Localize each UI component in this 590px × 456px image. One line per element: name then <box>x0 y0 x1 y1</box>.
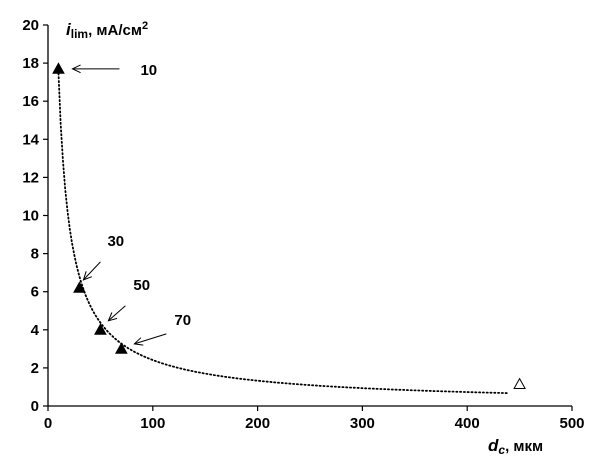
y-tick-label: 18 <box>22 55 39 72</box>
y-tick-label: 2 <box>31 360 39 377</box>
annotation-arrow <box>134 333 167 345</box>
annotation-arrowhead <box>82 271 93 281</box>
x-axis-label: dc, мкм <box>488 436 543 456</box>
x-axis-label-unit: , мкм <box>505 438 543 455</box>
trendline-group <box>57 72 511 395</box>
y-axis-label: ilim, мА/см2 <box>66 20 148 41</box>
annotation-label: 30 <box>107 233 124 250</box>
x-tick-label: 100 <box>140 415 165 432</box>
annotation-arrow <box>108 305 126 322</box>
annotation-label: 10 <box>140 62 157 79</box>
y-axis-label-sup: 2 <box>142 20 148 32</box>
x-axis-label-main: d <box>488 436 499 455</box>
y-tick-label: 16 <box>22 93 39 110</box>
trendline <box>57 72 511 395</box>
y-tick-label: 12 <box>22 169 39 186</box>
x-tick-label: 400 <box>455 415 480 432</box>
y-tick-label: 10 <box>22 208 39 225</box>
x-tick-label: 300 <box>350 415 375 432</box>
annotation-arrowhead <box>107 312 118 322</box>
y-tick-label: 4 <box>31 322 40 339</box>
data-point <box>115 342 128 354</box>
annotation-label: 50 <box>133 277 150 294</box>
data-point-open <box>513 377 526 389</box>
data-point <box>94 323 107 335</box>
annotation-arrowhead <box>71 64 81 74</box>
y-axis-label-unit: , мА/см <box>88 22 142 39</box>
x-tick-label: 0 <box>44 415 52 432</box>
y-tick-label: 8 <box>31 246 39 263</box>
data-point <box>52 62 65 74</box>
annotation-arrowhead <box>133 337 144 346</box>
y-axis-label-main: i <box>66 20 72 39</box>
points-group <box>52 62 526 389</box>
data-point <box>73 281 86 293</box>
y-axis-label-sub: lim <box>71 27 88 41</box>
y-tick-label: 6 <box>31 284 39 301</box>
x-tick-label: 200 <box>245 415 270 432</box>
y-tick-label: 0 <box>31 398 39 415</box>
annotation-arrow <box>83 261 101 281</box>
annotations-group: 10 30 50 70 <box>71 62 191 346</box>
y-tick-label: 20 <box>22 17 39 34</box>
x-tick-label: 500 <box>559 415 584 432</box>
y-tick-label: 14 <box>22 131 39 148</box>
annotation-label: 70 <box>174 312 191 329</box>
x-axis-label-sub: c <box>498 443 505 456</box>
